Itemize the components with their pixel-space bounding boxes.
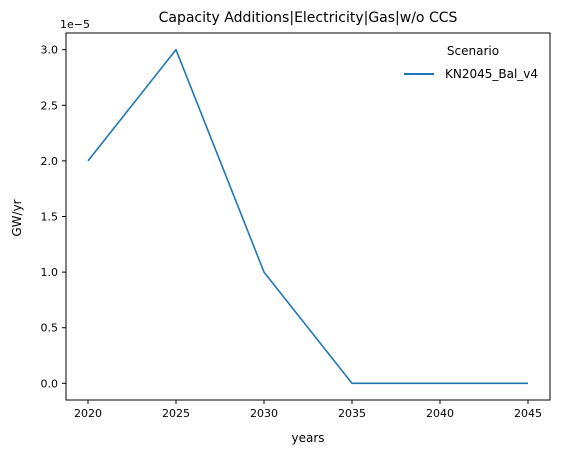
axes-frame [65,32,551,401]
y-tick-label: 2.0 [41,155,59,168]
y-axis-label: GW/yr [10,199,24,236]
plot-area: 2020 2025 2030 2035 2040 2045 0.0 0.5 1.0 1.5 2.0 2… [41,32,551,420]
x-tick-label: 2045 [514,407,542,420]
y-tick-label: 3.0 [41,44,59,57]
y-scale-label: 1e−5 [60,18,90,31]
chart-title: Capacity Additions|Electricity|Gas|w/o C… [159,10,458,26]
y-tick-label: 2.5 [41,99,59,112]
x-tick-label: 2025 [162,407,190,420]
x-axis-label: years [291,431,324,445]
y-tick-label: 1.5 [41,211,59,224]
y-tick-label: 1.0 [41,266,59,279]
legend-entry-label: KN2045_Bal_v4 [445,67,538,81]
x-tick-label: 2035 [338,407,366,420]
x-tick-label: 2040 [426,407,454,420]
x-tick-label: 2020 [74,407,102,420]
y-tick-label: 0.0 [41,377,59,390]
x-tick-label: 2030 [250,407,278,420]
series-line [87,48,528,385]
legend: Scenario KN2045_Bal_v4 [404,44,538,81]
legend-title: Scenario [447,44,499,58]
y-tick-label: 0.5 [41,322,59,335]
